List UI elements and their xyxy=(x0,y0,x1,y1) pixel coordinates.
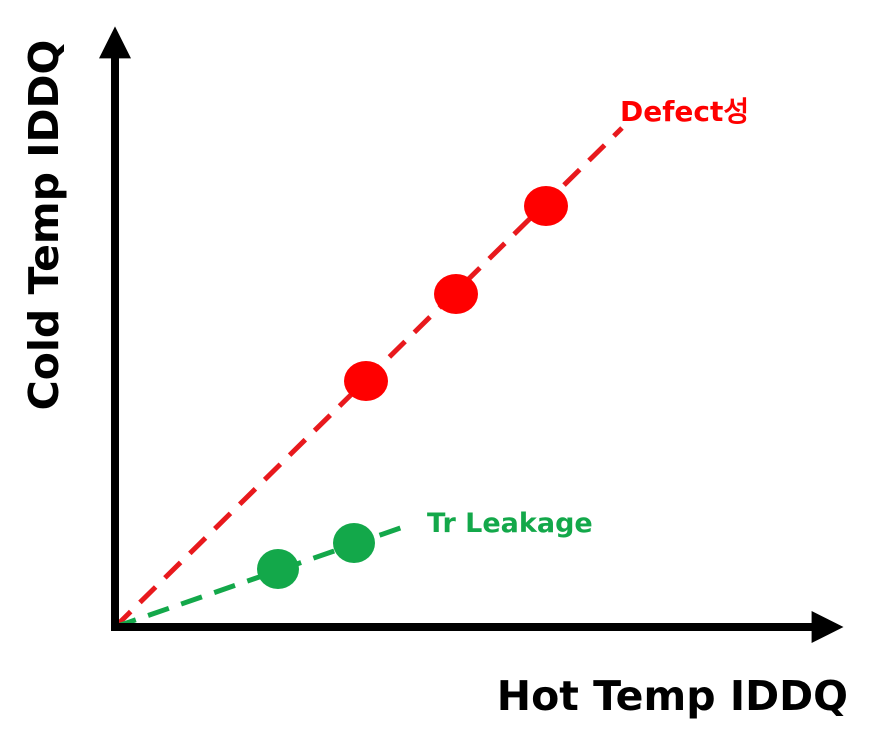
x-axis-label: Hot Temp IDDQ xyxy=(497,672,848,720)
series-label: Tr Leakage xyxy=(427,508,593,539)
leakage-point xyxy=(333,523,375,563)
defect-point xyxy=(524,186,568,226)
series-label: Defect성 xyxy=(620,95,749,128)
y-axis-label: Cold Temp IDDQ xyxy=(20,40,68,411)
leakage-point xyxy=(257,549,299,589)
defect-point xyxy=(434,274,478,314)
defect-point xyxy=(344,361,388,401)
